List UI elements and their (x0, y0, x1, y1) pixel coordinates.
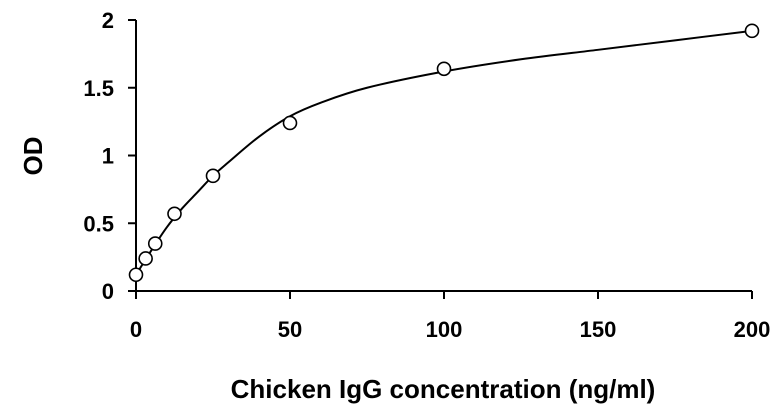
data-point (147, 236, 163, 251)
y-tick-label: 2 (102, 8, 114, 33)
data-point (282, 115, 298, 131)
data-point (167, 206, 182, 222)
data-point (128, 267, 144, 283)
x-tick-label: 200 (734, 317, 771, 342)
y-tick-label: 1 (102, 144, 114, 169)
data-point (436, 61, 452, 77)
y-tick-label: 0.5 (83, 211, 114, 236)
x-tick-label: 150 (580, 317, 617, 342)
x-axis-title: Chicken IgG concentration (ng/ml) (231, 374, 656, 404)
y-tick-label: 1.5 (83, 76, 114, 101)
y-axis-title: OD (18, 137, 48, 176)
x-ticks: 0 50 100 150 200 (130, 291, 770, 342)
y-ticks: 0 0.5 1 1.5 2 (83, 8, 136, 304)
x-tick-label: 100 (426, 317, 463, 342)
axes (128, 20, 752, 299)
data-points (128, 23, 760, 283)
x-tick-label: 50 (278, 317, 302, 342)
y-tick-label: 0 (102, 279, 114, 304)
data-point (205, 168, 221, 184)
data-point (138, 251, 153, 266)
x-tick-label: 0 (130, 317, 142, 342)
data-point (744, 23, 760, 39)
